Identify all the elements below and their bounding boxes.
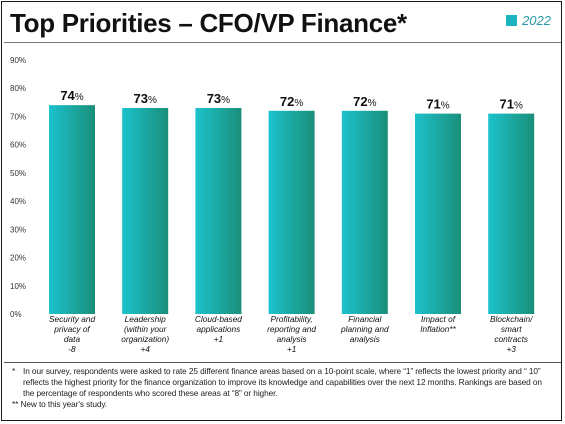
footnotes: * In our survey, respondents were asked …: [12, 366, 550, 410]
y-tick-label: 60%: [10, 141, 26, 150]
category-label: Security and privacy of data -8: [49, 314, 96, 354]
bar-value-label: 71%: [426, 97, 449, 112]
bar: [341, 110, 388, 314]
footnote-1-mark: *: [12, 366, 16, 376]
legend-swatch: [506, 15, 518, 26]
legend: 2022: [506, 13, 551, 28]
y-tick-label: 90%: [10, 56, 26, 65]
footnote-divider: [4, 362, 561, 363]
bar-value-label: 72%: [280, 94, 303, 109]
y-tick-label: 50%: [10, 169, 26, 178]
y-tick-label: 80%: [10, 84, 26, 93]
footnote-2-text: ** New to this year's study.: [12, 399, 108, 409]
category-label: Profitability, reporting and analysis +1: [267, 314, 316, 354]
category-label: Leadership (within your organization) +4: [121, 314, 169, 354]
bar: [415, 113, 461, 314]
x-axis: Security and privacy of data -8 Leadership (w…: [49, 314, 534, 354]
bar-value-label: 72%: [353, 94, 376, 109]
bar: [49, 105, 95, 315]
title-divider: [4, 42, 561, 43]
footnote-1: * In our survey, respondents were asked …: [12, 366, 550, 399]
y-tick-label: 10%: [10, 282, 26, 291]
bar-value-label: 74%: [60, 88, 83, 103]
category-label: Financial planning and analysis: [340, 314, 389, 344]
bar-value-label: 73%: [207, 91, 230, 106]
y-axis: 0% 10% 20% 30% 40% 50% 60% 70% 80% 90%: [10, 56, 26, 319]
bar: [488, 113, 535, 314]
y-tick-label: 30%: [10, 225, 26, 234]
bars: 74% 73% 73% 72% 72% 71% 71%: [49, 88, 535, 315]
bar: [122, 107, 169, 314]
category-label: Cloud-based applications +1: [195, 314, 242, 344]
bar: [268, 110, 315, 314]
category-label: Blockchain/smart contracts +3: [490, 314, 534, 354]
bar-value-label: 71%: [500, 97, 523, 112]
y-tick-label: 0%: [10, 310, 22, 319]
y-tick-label: 20%: [10, 254, 26, 263]
category-label: Impact of Inflation**: [420, 314, 457, 334]
chart-title: Top Priorities – CFO/VP Finance*: [10, 8, 407, 38]
footnote-1-text: In our survey, respondents were asked to…: [23, 366, 542, 398]
y-tick-label: 70%: [10, 112, 26, 121]
legend-label: 2022: [522, 13, 551, 28]
y-tick-label: 40%: [10, 197, 26, 206]
bar: [195, 107, 242, 314]
bar-value-label: 73%: [134, 91, 157, 106]
